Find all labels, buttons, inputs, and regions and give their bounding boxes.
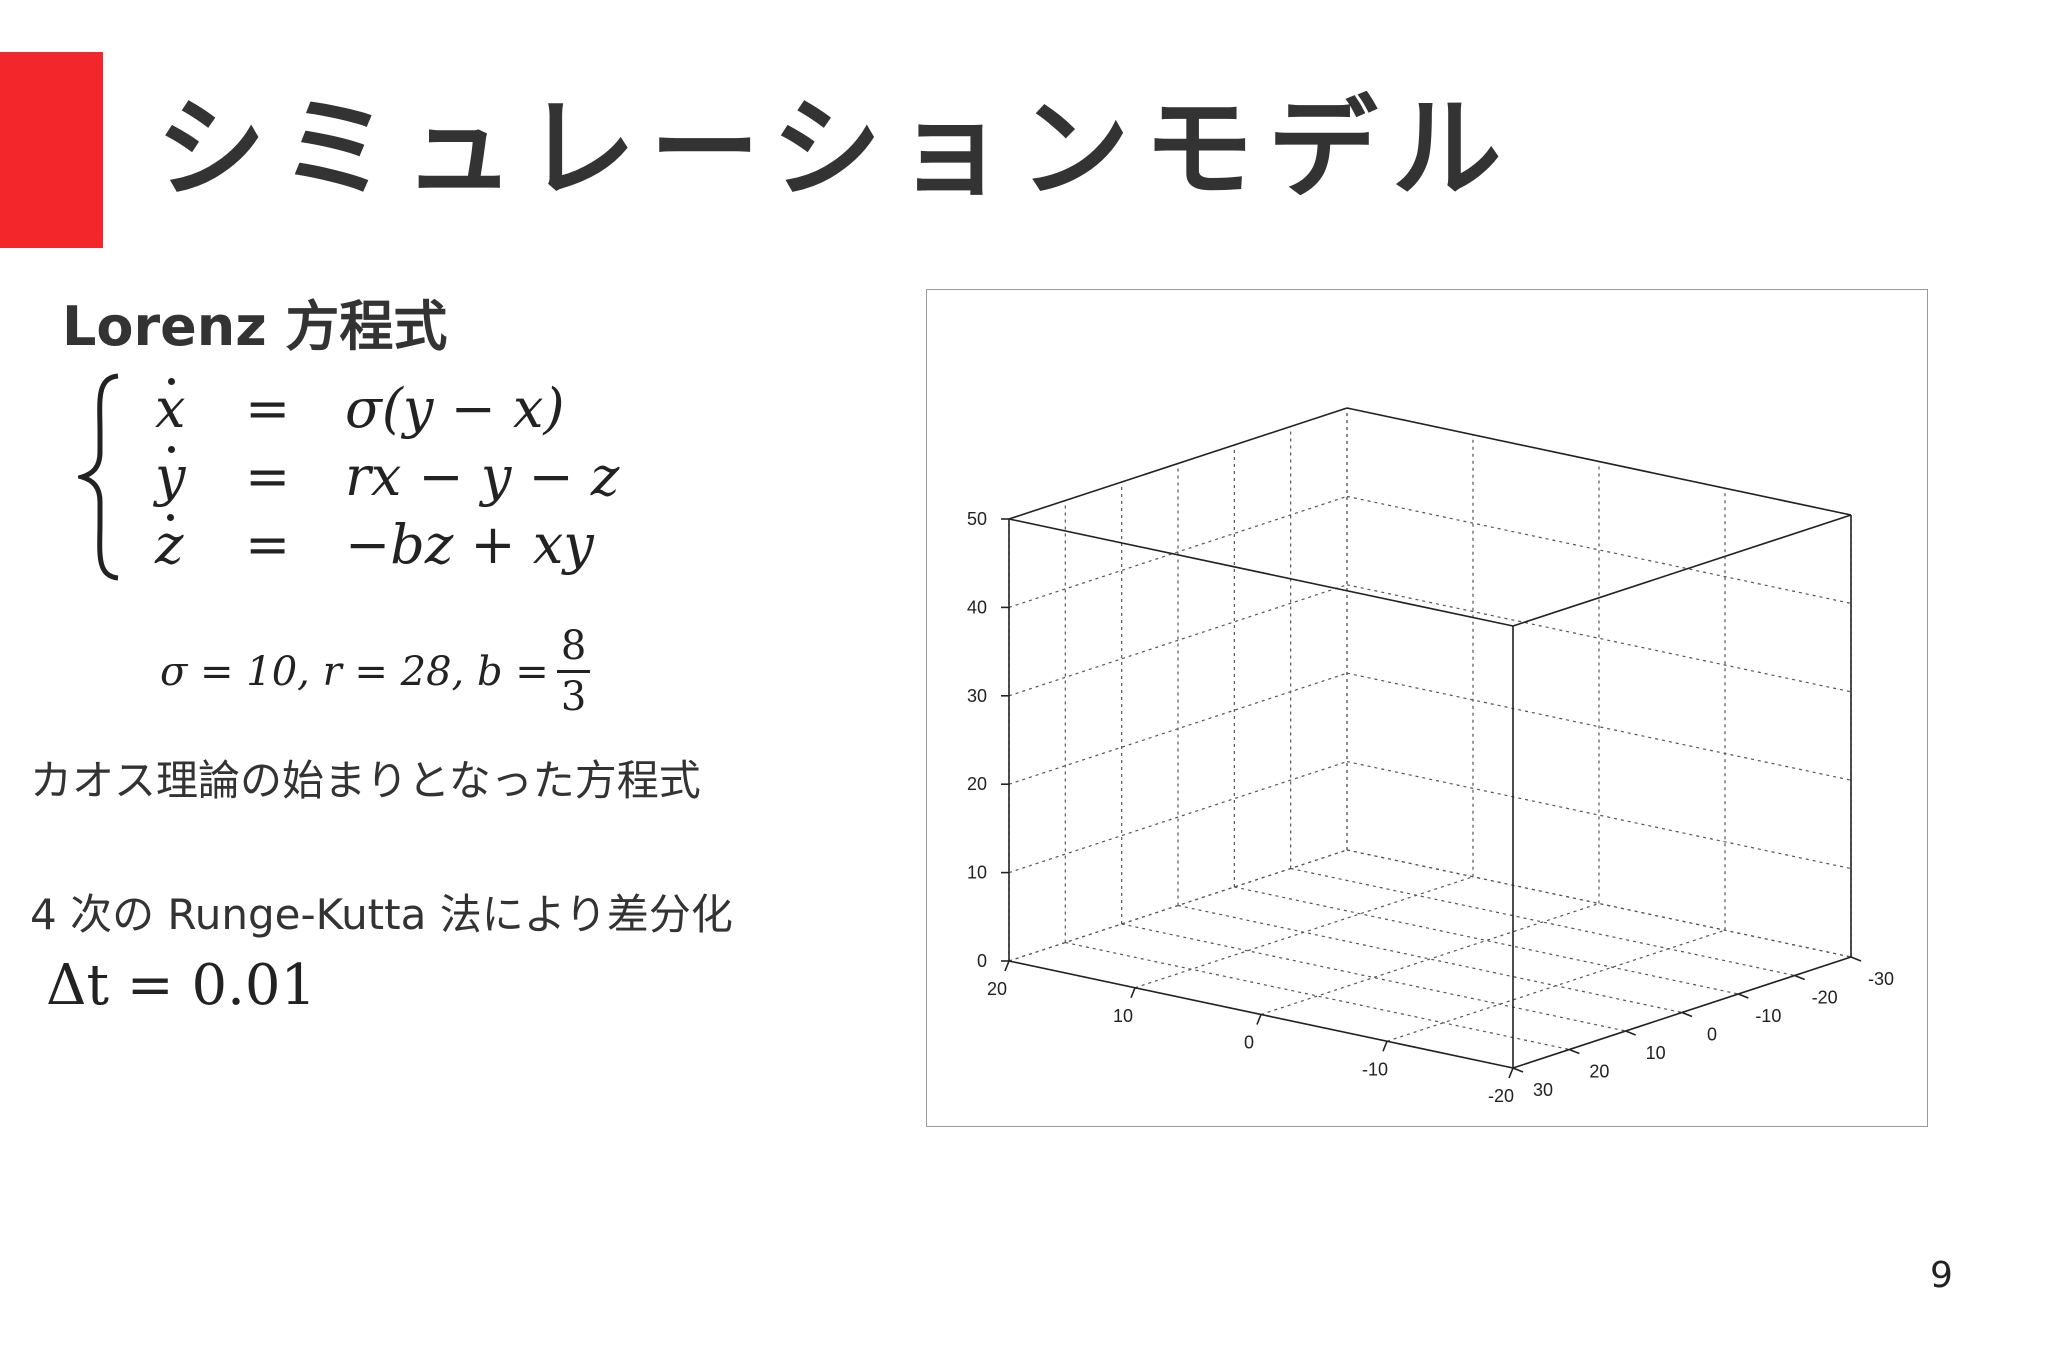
equation-1-rhs: σ(y − x) bbox=[345, 377, 565, 440]
equation-1-lhs: x bbox=[155, 377, 186, 440]
equation-3-lhs: z bbox=[155, 513, 184, 576]
eq3-lhs-var: z bbox=[155, 513, 184, 576]
y-tick-mark bbox=[1850, 956, 1862, 962]
x-tick-mark bbox=[1004, 960, 1010, 972]
box-edge bbox=[1008, 518, 1514, 627]
grid-line-back bbox=[1346, 849, 1852, 958]
z-tick-label: 0 bbox=[977, 951, 987, 971]
fraction-denominator: 3 bbox=[560, 674, 587, 720]
grid-line-side bbox=[1008, 849, 1348, 962]
slide-title: シミュレーションモデル bbox=[156, 85, 1516, 213]
y-tick-mark bbox=[1794, 974, 1805, 981]
x-tick-mark bbox=[1256, 1014, 1262, 1025]
grid-line-side bbox=[1008, 495, 1348, 608]
z-tick-label: 40 bbox=[967, 597, 987, 617]
lorenz-attractor-figure: 0 10 20 30 40 50 20 10 0 -10 -20 30 20 10 0 -10 -20 -30 bbox=[926, 289, 1928, 1127]
x-tick-label: 10 bbox=[1113, 1006, 1133, 1026]
grid-line-side bbox=[1008, 672, 1348, 785]
eq2-lhs-var: y bbox=[155, 445, 186, 508]
grid-line-floor bbox=[1234, 886, 1739, 995]
y-tick-label: -20 bbox=[1812, 988, 1838, 1008]
equation-3-rhs: −bz + xy bbox=[345, 513, 594, 576]
x-tick-label: 20 bbox=[987, 979, 1007, 999]
y-tick-mark bbox=[1681, 1011, 1693, 1018]
equation-1-equals: = bbox=[245, 377, 291, 440]
parameter-values: σ = 10, r = 28, b = 8 3 bbox=[160, 624, 591, 720]
y-tick-mark bbox=[1569, 1048, 1580, 1055]
y-tick-label: -30 bbox=[1868, 969, 1894, 989]
grid-line-floor bbox=[1177, 904, 1683, 1014]
fraction-numerator: 8 bbox=[556, 624, 591, 673]
y-tick-label: -10 bbox=[1755, 1006, 1781, 1026]
box-edge bbox=[1346, 407, 1852, 516]
left-brace bbox=[78, 373, 119, 581]
title-accent-bar bbox=[0, 52, 103, 248]
page-number: 9 bbox=[1930, 1255, 1953, 1296]
y-tick-mark bbox=[1512, 1067, 1524, 1073]
grid-line-back bbox=[1346, 495, 1852, 604]
grid-line-back bbox=[1346, 761, 1852, 870]
z-tick-label: 30 bbox=[967, 686, 987, 706]
grid-line-floor bbox=[1065, 941, 1570, 1051]
x-tick-mark bbox=[1382, 1040, 1388, 1052]
grid-line-side bbox=[1008, 761, 1348, 874]
grid-line-floor bbox=[1121, 923, 1626, 1032]
grid-line-floor bbox=[1290, 867, 1795, 977]
equation-2-equals: = bbox=[245, 445, 291, 508]
y-tick-label: 30 bbox=[1533, 1080, 1553, 1100]
equation-3-equals: = bbox=[245, 513, 291, 576]
x-tick-label: 0 bbox=[1244, 1033, 1254, 1053]
box-edge bbox=[1512, 514, 1852, 627]
grid-line-back bbox=[1346, 672, 1852, 781]
grid-line-back bbox=[1346, 584, 1852, 693]
equation-2-rhs: rx − y − z bbox=[345, 445, 620, 508]
timestep-value: Δt = 0.01 bbox=[46, 953, 317, 1018]
box-edge bbox=[1008, 407, 1348, 520]
lorenz-attractor-plot: 0 10 20 30 40 50 20 10 0 -10 -20 30 20 10 0 -10 -20 -30 bbox=[927, 290, 1894, 1106]
x-tick-mark bbox=[1130, 987, 1136, 999]
chaos-description: カオス理論の始まりとなった方程式 bbox=[30, 756, 701, 805]
x-tick-label: -20 bbox=[1488, 1086, 1514, 1106]
y-tick-label: 20 bbox=[1589, 1062, 1609, 1082]
parameter-text: σ = 10, r = 28, b = bbox=[160, 648, 549, 695]
eq1-lhs-var: x bbox=[155, 377, 186, 440]
x-tick-mark bbox=[1508, 1067, 1514, 1079]
z-tick-label: 20 bbox=[967, 774, 987, 794]
z-tick-label: 50 bbox=[967, 509, 987, 529]
z-tick-label: 10 bbox=[967, 863, 987, 883]
y-tick-label: 10 bbox=[1646, 1043, 1666, 1063]
y-tick-mark bbox=[1738, 993, 1749, 999]
parameter-b-fraction: 8 3 bbox=[556, 624, 591, 720]
y-tick-label: 0 bbox=[1707, 1025, 1717, 1045]
lorenz-subtitle: Lorenz 方程式 bbox=[62, 295, 448, 358]
equation-2-lhs: y bbox=[155, 445, 186, 508]
y-tick-mark bbox=[1625, 1030, 1636, 1036]
x-tick-label: -10 bbox=[1362, 1059, 1388, 1079]
grid-line-side bbox=[1008, 584, 1348, 697]
method-description: 4 次の Runge-Kutta 法により差分化 bbox=[30, 890, 733, 939]
grid-line-floor bbox=[1260, 902, 1600, 1016]
